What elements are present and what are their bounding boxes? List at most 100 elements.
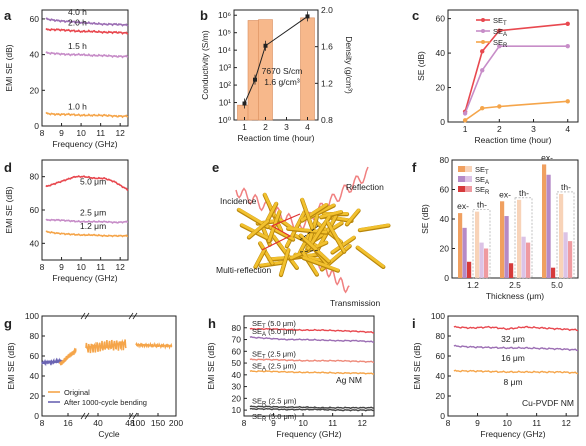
series-line bbox=[464, 45, 568, 114]
series-label: 32 μm bbox=[501, 334, 525, 344]
panel-i-frame bbox=[447, 315, 579, 417]
data-point bbox=[480, 49, 485, 54]
y-tick-label: 10⁰ bbox=[218, 115, 231, 125]
x-tick-label: 1 bbox=[463, 124, 468, 134]
series-line bbox=[45, 111, 129, 119]
nanowire bbox=[279, 248, 290, 276]
series-line bbox=[249, 358, 375, 363]
density-annotation: 1.6 g/cm³ bbox=[264, 77, 300, 87]
ex-group-label: ex- bbox=[457, 201, 469, 211]
y-tick-label: 100 bbox=[431, 311, 445, 321]
series-line bbox=[45, 17, 129, 27]
x-axis-label: Reaction time (hour) bbox=[474, 135, 551, 145]
nanowire bbox=[300, 203, 328, 222]
y-tick-label: 80 bbox=[440, 155, 450, 165]
nanowire bbox=[326, 221, 346, 253]
series-label: SET (5.0 μm) bbox=[252, 319, 296, 330]
x-tick-label: 5.0 bbox=[551, 280, 563, 290]
y-tick-label: 10⁴ bbox=[218, 45, 231, 55]
x-tick-label: 8 bbox=[40, 418, 45, 428]
series-line bbox=[464, 22, 568, 112]
nanowire bbox=[358, 223, 390, 231]
legend-marker bbox=[481, 29, 485, 33]
y2-tick-label: 1.2 bbox=[321, 78, 333, 88]
y-tick-label: 40 bbox=[232, 370, 242, 380]
th-bar bbox=[479, 242, 484, 278]
y-tick-label: 100 bbox=[25, 311, 39, 321]
panel-letter-d: d bbox=[4, 160, 12, 175]
panel-letter-f: f bbox=[412, 160, 417, 175]
legend-swatch bbox=[458, 176, 465, 182]
x-tick-label: 9 bbox=[59, 128, 64, 138]
y-tick-label: 80 bbox=[232, 323, 242, 333]
series-line bbox=[41, 357, 63, 367]
th-bar bbox=[559, 193, 564, 278]
x-tick-label: 3 bbox=[531, 124, 536, 134]
th-bar bbox=[521, 236, 526, 278]
panel-h-frame bbox=[243, 315, 375, 417]
ex-bar bbox=[500, 201, 505, 278]
panel-letter-e: e bbox=[212, 160, 219, 175]
y-tick-label: 20 bbox=[30, 391, 40, 401]
data-point bbox=[565, 21, 570, 26]
x-axis-label: Frequency (GHz) bbox=[480, 429, 545, 439]
conductivity-annotation: 7670 S/cm bbox=[262, 66, 303, 76]
x-tick-label: 1.2 bbox=[467, 280, 479, 290]
series-line bbox=[249, 336, 375, 343]
series-label: 5.0 μm bbox=[80, 177, 106, 187]
x-tick-label: 2 bbox=[497, 124, 502, 134]
y-tick-label: 40 bbox=[440, 214, 450, 224]
nanowire bbox=[300, 197, 314, 230]
panel-letter-h: h bbox=[208, 316, 216, 331]
x-tick-label: 12 bbox=[115, 262, 125, 272]
nanowire bbox=[302, 256, 340, 272]
y2-tick-label: 2.0 bbox=[321, 5, 333, 15]
x-tick-label: 10 bbox=[298, 418, 308, 428]
zoom-guide-line bbox=[299, 225, 319, 241]
panel-a-frame bbox=[41, 9, 129, 127]
density-line bbox=[244, 16, 308, 104]
y-tick-label: 60 bbox=[30, 205, 40, 215]
y-tick-label: 40 bbox=[30, 238, 40, 248]
transmission-label: Transmission bbox=[330, 298, 380, 308]
ex-bar bbox=[467, 261, 472, 278]
axis-break bbox=[128, 312, 138, 320]
nanowire bbox=[300, 249, 319, 276]
x-tick-label: 8 bbox=[446, 418, 451, 428]
y-tick-label: 60 bbox=[232, 346, 242, 356]
data-point bbox=[565, 43, 570, 49]
x-tick-label: 11 bbox=[96, 128, 105, 138]
series-label: 2.5 μm bbox=[80, 208, 106, 218]
x-tick-label: 8 bbox=[40, 262, 45, 272]
y-tick-label: 10⁶ bbox=[218, 10, 231, 20]
series-line bbox=[453, 325, 579, 332]
y-tick-label: 60 bbox=[30, 14, 40, 24]
data-point bbox=[565, 99, 570, 104]
y-tick-label: 40 bbox=[30, 50, 40, 60]
y-tick-label: 20 bbox=[30, 85, 40, 95]
y-tick-label: 10³ bbox=[219, 63, 231, 73]
series-label: 1.0 h bbox=[68, 102, 87, 112]
th-group-label: th- bbox=[519, 188, 529, 198]
density-point bbox=[253, 77, 257, 82]
legend-label: SEA bbox=[475, 175, 489, 186]
series-label: 2.0 h bbox=[68, 18, 87, 28]
nanowire bbox=[345, 208, 360, 226]
x-axis-label: Cycle bbox=[98, 429, 120, 439]
incidence-label: Incidence bbox=[220, 196, 257, 206]
x-tick-label: 4 bbox=[565, 124, 570, 134]
x-tick-label: 12 bbox=[115, 128, 125, 138]
y-tick-label: 10¹ bbox=[219, 98, 231, 108]
series-label: 16 μm bbox=[501, 353, 525, 363]
data-point bbox=[480, 68, 485, 73]
y-tick-label: 20 bbox=[232, 393, 242, 403]
x-tick-label: 12 bbox=[561, 418, 571, 428]
y2-axis-label: Density (g/cm³) bbox=[344, 36, 354, 94]
x-tick-label: 9 bbox=[59, 262, 64, 272]
x-tick-label: 100 bbox=[131, 418, 145, 428]
x-tick-label: 11 bbox=[532, 418, 541, 428]
series-line bbox=[45, 27, 129, 35]
x-axis-label: Thickness (μm) bbox=[486, 291, 544, 301]
series-line bbox=[85, 338, 127, 354]
legend-label: SET bbox=[475, 165, 489, 176]
